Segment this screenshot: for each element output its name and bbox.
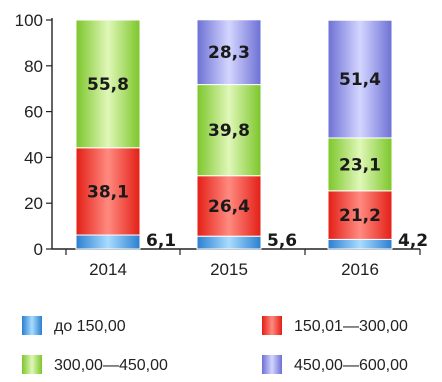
- legend-item: 300,00—450,00: [22, 355, 168, 374]
- x-tick-label: 2016: [341, 260, 379, 279]
- data-label: 39,8: [208, 121, 250, 141]
- legend-label: 300,00—450,00: [54, 357, 168, 374]
- data-label: 6,1: [146, 231, 176, 251]
- legend-swatch: [22, 316, 42, 335]
- data-label: 26,4: [208, 197, 250, 217]
- bar-segment: [327, 190, 393, 240]
- y-tick-label: 20: [24, 194, 43, 213]
- y-tick-label: 60: [24, 103, 43, 122]
- data-label: 55,8: [87, 75, 129, 95]
- y-tick-label: 0: [34, 240, 43, 259]
- data-label: 51,4: [339, 70, 381, 90]
- x-tick-label: 2014: [89, 260, 127, 279]
- data-label: 21,2: [339, 206, 381, 226]
- bar-segment: [75, 19, 141, 149]
- legend-label: до 150,00: [54, 318, 126, 335]
- legend-label: 450,00—600,00: [294, 357, 408, 374]
- bar-segment: [75, 147, 141, 236]
- y-tick-label: 80: [24, 57, 43, 76]
- x-tick-label: 2015: [210, 260, 248, 279]
- legend-swatch: [22, 355, 42, 374]
- legend: до 150,00 150,01—300,00 300,00—450,00 450,0…: [22, 316, 408, 374]
- data-label: 4,2: [398, 231, 428, 251]
- data-label: 28,3: [208, 43, 250, 63]
- bars: [75, 19, 393, 250]
- legend-swatch: [262, 355, 282, 374]
- bar-segment: [196, 235, 262, 250]
- bar-segment: [327, 137, 393, 192]
- data-label: 38,1: [87, 182, 129, 202]
- legend-item: 450,00—600,00: [262, 355, 408, 374]
- bar-segment: [196, 175, 262, 237]
- legend-swatch: [262, 316, 282, 335]
- bar-segment: [196, 84, 262, 177]
- bar-segment: [196, 19, 262, 86]
- axes: 0 20 40 60 80 100 2014 2015 2016: [15, 11, 421, 279]
- bar-segment: [327, 19, 393, 139]
- data-label: 23,1: [339, 155, 381, 175]
- legend-label: 150,01—300,00: [294, 318, 408, 335]
- y-tick-label: 40: [24, 148, 43, 167]
- legend-item: до 150,00: [22, 316, 126, 335]
- legend-item: 150,01—300,00: [262, 316, 408, 335]
- y-tick-label: 100: [15, 11, 43, 30]
- bar-segment: [75, 234, 141, 250]
- bar-segment: [327, 238, 393, 250]
- data-label: 5,6: [267, 231, 297, 251]
- data-labels: 6,1 38,1 55,8 5,6 26,4 39,8 28,3 4,2 21,2 23,1 51,…: [87, 43, 428, 251]
